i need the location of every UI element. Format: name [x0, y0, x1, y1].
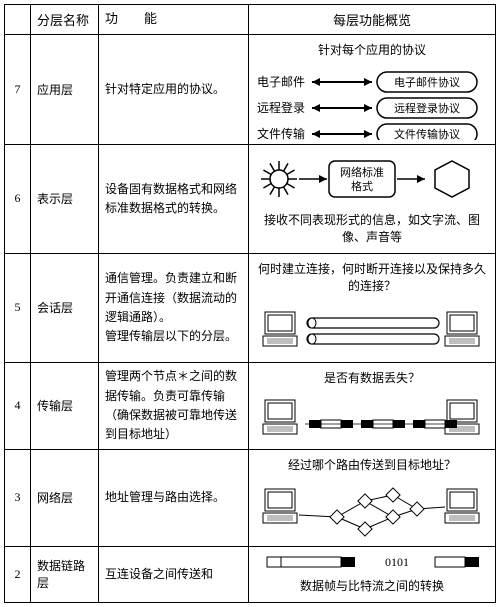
layer-name: 应用层 — [31, 34, 99, 144]
layer7-title: 针对每个应用的协议 — [255, 41, 489, 58]
layer-name: 网络层 — [31, 449, 99, 546]
svg-text:电子邮件协议: 电子邮件协议 — [394, 75, 460, 89]
layer-func: 针对特定应用的协议。 — [99, 34, 249, 144]
layer7-diagram: 电子邮件 电子邮件协议远程登录 远程登录协议文件传输 文件传输协议 — [257, 62, 487, 140]
layer-name: 会话层 — [31, 253, 99, 362]
layer2-diagram: 0101 — [257, 551, 487, 575]
table-row: 6 表示层 设备固有数据格式和网络标准数据格式的转换。 网络标准 格式 接收不同… — [5, 144, 496, 253]
header-diag: 每层功能概览 — [249, 5, 496, 35]
layer4-caption: 是否有数据丢失？ — [255, 369, 489, 386]
svg-text:远程登录: 远程登录 — [257, 100, 305, 115]
layer-number: 5 — [5, 253, 31, 362]
svg-text:电子邮件: 电子邮件 — [257, 75, 305, 89]
layer3-caption: 经过哪个路由传送到目标地址？ — [255, 456, 489, 473]
header-num — [5, 5, 31, 35]
svg-text:0101: 0101 — [385, 555, 409, 569]
svg-text:网络标准: 网络标准 — [340, 165, 384, 179]
table-row: 4 传输层 管理两个节点＊之间的数据传输。负责可靠传输（确保数据被可靠地传送到目… — [5, 362, 496, 449]
layer-number: 7 — [5, 34, 31, 144]
layer-diagram-cell: 针对每个应用的协议 电子邮件 电子邮件协议远程登录 远程登录协议文件传输 文件传… — [249, 34, 496, 144]
layer6-diagram: 网络标准 格式 — [257, 149, 487, 209]
layer6-caption: 接收不同表现形式的信息，如文字流、图像、声音等 — [255, 211, 489, 245]
layer-func: 设备固有数据格式和网络标准数据格式的转换。 — [99, 144, 249, 253]
layer-func: 通信管理。负责建立和断开通信连接（数据流动的逻辑通路）。管理传输层以下的分层。 — [99, 253, 249, 362]
svg-text:格式: 格式 — [351, 179, 373, 193]
layer-diagram-cell: 何时建立连接，何时断开连接以及保持多久的连接？ — [249, 253, 496, 362]
layer5-caption: 何时建立连接，何时断开连接以及保持多久的连接？ — [255, 260, 489, 294]
layer-diagram-cell: 0101 数据帧与比特流之间的转换 — [249, 546, 496, 602]
layer4-diagram — [257, 390, 487, 445]
layer2-caption: 数据帧与比特流之间的转换 — [255, 577, 489, 594]
layer-number: 6 — [5, 144, 31, 253]
layer-diagram-cell: 经过哪个路由传送到目标地址？ — [249, 449, 496, 546]
layer-name: 传输层 — [31, 362, 99, 449]
header-func: 功 能 — [99, 5, 249, 35]
svg-text:文件传输协议: 文件传输协议 — [394, 127, 460, 140]
header-name: 分层名称 — [31, 5, 99, 35]
svg-text:远程登录协议: 远程登录协议 — [394, 101, 460, 115]
layer-diagram-cell: 网络标准 格式 接收不同表现形式的信息，如文字流、图像、声音等 — [249, 144, 496, 253]
table-row: 3 网络层 地址管理与路由选择。 经过哪个路由传送到目标地址？ — [5, 449, 496, 546]
layer-name: 数据链路层 — [31, 546, 99, 602]
layer-func: 互连设备之间传送和 — [99, 546, 249, 602]
layer5-diagram — [257, 298, 487, 358]
layer-number: 3 — [5, 449, 31, 546]
layer-number: 2 — [5, 546, 31, 602]
layer-number: 4 — [5, 362, 31, 449]
layer-func: 管理两个节点＊之间的数据传输。负责可靠传输（确保数据被可靠地传送到目标地址） — [99, 362, 249, 449]
table-row: 5 会话层 通信管理。负责建立和断开通信连接（数据流动的逻辑通路）。管理传输层以… — [5, 253, 496, 362]
svg-text:文件传输: 文件传输 — [257, 126, 305, 140]
table-row: 2 数据链路层 互连设备之间传送和 0101 数据帧与比特流之间的转换 — [5, 546, 496, 602]
layer-diagram-cell: 是否有数据丢失？ — [249, 362, 496, 449]
layer3-diagram — [257, 477, 487, 542]
table-row: 7 应用层 针对特定应用的协议。 针对每个应用的协议 电子邮件 电子邮件协议远程… — [5, 34, 496, 144]
osi-layers-table: 分层名称 功 能 每层功能概览 7 应用层 针对特定应用的协议。 针对每个应用的… — [4, 4, 496, 603]
layer-func: 地址管理与路由选择。 — [99, 449, 249, 546]
layer-name: 表示层 — [31, 144, 99, 253]
